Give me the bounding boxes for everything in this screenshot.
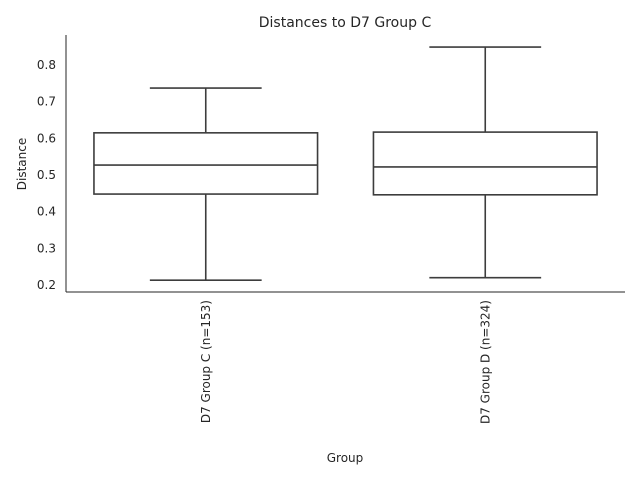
x-tick-label: D7 Group C (n=153)	[199, 300, 213, 423]
y-tick-label: 0.7	[37, 95, 56, 109]
y-tick-label: 0.3	[37, 241, 56, 255]
iqr-box	[93, 132, 319, 195]
iqr-box	[372, 131, 598, 196]
box-group	[372, 46, 598, 279]
y-axis-label: Distance	[15, 138, 29, 190]
y-tick-label: 0.6	[37, 131, 56, 145]
x-axis-ticks: D7 Group C (n=153) D7 Group D (n=324)	[199, 300, 493, 424]
y-tick-label: 0.8	[37, 58, 56, 72]
y-tick-label: 0.4	[37, 205, 56, 219]
plot-area	[93, 46, 598, 282]
x-axis-label: Group	[327, 451, 364, 465]
y-axis-ticks: 0.2 0.3 0.4 0.5 0.6 0.7 0.8	[37, 58, 56, 292]
box-group	[93, 87, 319, 282]
y-tick-label: 0.2	[37, 278, 56, 292]
x-tick-label: D7 Group D (n=324)	[478, 300, 492, 424]
y-tick-label: 0.5	[37, 168, 56, 182]
chart-title: Distances to D7 Group C	[259, 15, 432, 31]
